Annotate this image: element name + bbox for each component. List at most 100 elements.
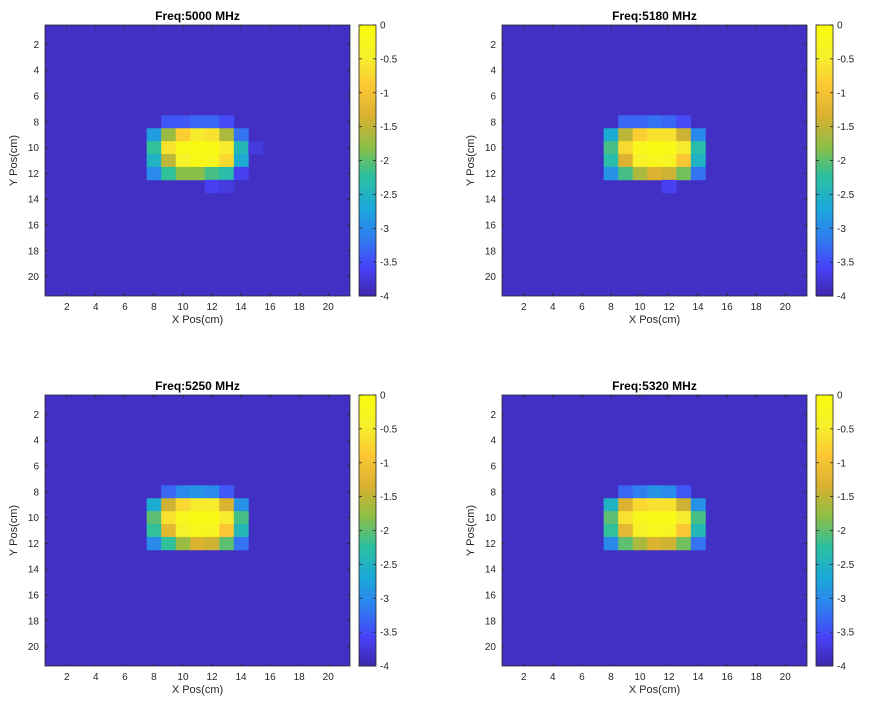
heatmap-cell — [233, 498, 249, 512]
x-tick-label: 10 — [177, 672, 189, 683]
colorbar-segment — [816, 29, 833, 33]
colorbar-segment — [359, 474, 376, 477]
colorbar-segment — [816, 58, 833, 62]
colorbar-segment — [816, 264, 833, 268]
heatmap-cell — [618, 485, 634, 499]
colorbar-segment — [359, 153, 376, 157]
colorbar-segment — [359, 92, 376, 96]
heatmap-cell — [146, 154, 162, 168]
colorbar-segment — [816, 189, 833, 193]
colorbar-tick-label: -3.5 — [837, 628, 855, 639]
colorbar-segment — [359, 415, 376, 419]
colorbar-segment — [359, 115, 376, 119]
colorbar-segment — [816, 284, 833, 288]
colorbar-segment — [816, 248, 833, 252]
colorbar-segment — [359, 97, 376, 101]
colorbar-segment — [359, 516, 376, 520]
colorbar-segment — [816, 38, 833, 42]
colorbar-segment — [816, 553, 833, 556]
colorbar-segment — [359, 101, 376, 105]
heatmap-cell — [632, 154, 648, 168]
colorbar-segment — [816, 410, 833, 414]
heatmap-cell — [647, 524, 663, 538]
colorbar-segment — [359, 595, 376, 599]
y-tick-label: 12 — [485, 539, 497, 550]
x-axis-label: X Pos(cm) — [172, 314, 223, 326]
colorbar-segment — [359, 155, 376, 159]
colorbar-segment — [359, 104, 376, 107]
colorbar-segment — [359, 575, 376, 579]
colorbar-segment — [816, 399, 833, 403]
colorbar-segment — [359, 219, 376, 222]
colorbar-segment — [816, 467, 833, 471]
colorbar-segment — [816, 115, 833, 119]
colorbar-segment — [816, 85, 833, 89]
colorbar-segment — [816, 239, 833, 243]
heatmap-cell — [190, 511, 206, 525]
colorbar-segment — [359, 455, 376, 459]
colorbar-segment — [359, 397, 376, 401]
colorbar-segment — [359, 286, 376, 290]
colorbar-segment — [816, 397, 833, 401]
heatmap-cell — [676, 166, 692, 181]
y-axis-label: Y Pos(cm) — [8, 135, 20, 186]
colorbar-segment — [359, 440, 376, 443]
colorbar-segment — [359, 410, 376, 414]
colorbar-segment — [816, 293, 833, 297]
colorbar-segment — [816, 659, 833, 662]
colorbar-segment — [359, 458, 376, 461]
colorbar-segment — [359, 591, 376, 595]
colorbar-segment — [359, 476, 376, 480]
colorbar-segment — [359, 56, 376, 60]
colorbar-segment — [816, 609, 833, 613]
colorbar-segment — [359, 49, 376, 53]
colorbar-segment — [816, 422, 833, 425]
colorbar-segment — [816, 652, 833, 656]
x-axis-label: X Pos(cm) — [629, 684, 680, 696]
colorbar-segment — [816, 408, 833, 412]
colorbar-segment — [359, 548, 376, 552]
colorbar-segment — [816, 67, 833, 71]
y-tick-label: 8 — [490, 117, 496, 128]
colorbar-segment — [359, 176, 376, 180]
colorbar-segment — [816, 444, 833, 448]
heatmap-cell — [647, 498, 663, 512]
colorbar-segment — [359, 404, 376, 407]
colorbar-segment — [359, 460, 376, 464]
colorbar-segment — [816, 133, 833, 137]
colorbar-segment — [359, 131, 376, 134]
colorbar-segment — [816, 498, 833, 502]
heatmap-cell — [603, 128, 619, 142]
heatmap-cell — [204, 524, 220, 538]
heatmap-cell — [161, 128, 177, 142]
heatmap-cell — [219, 115, 235, 129]
x-tick-label: 16 — [722, 302, 734, 313]
y-tick-label: 12 — [28, 169, 40, 180]
colorbar-segment — [816, 151, 833, 155]
chart-title: Freq:5320 MHz — [612, 379, 697, 393]
colorbar-segment — [816, 532, 833, 536]
heatmap-cell — [632, 141, 648, 155]
heatmap-cell — [204, 511, 220, 525]
colorbar-segment — [359, 230, 376, 234]
colorbar-segment — [359, 169, 376, 173]
colorbar-segment — [816, 476, 833, 480]
colorbar-segment — [816, 663, 833, 667]
heatmap-cell — [161, 485, 177, 499]
colorbar-segment — [359, 553, 376, 556]
y-tick-label: 14 — [485, 565, 497, 576]
colorbar-segment — [816, 546, 833, 550]
heatmap-cell — [603, 166, 619, 181]
colorbar-segment — [359, 72, 376, 76]
colorbar-segment — [359, 600, 376, 604]
heatmap-panel-4: Freq:5320 MHz 2 4 6 8 10 12 14 16 18 20 2 4 6 8 10 12 14 1… — [465, 379, 855, 696]
colorbar-segment — [816, 54, 833, 58]
colorbar-segment — [816, 455, 833, 459]
colorbar-segment — [816, 415, 833, 419]
heatmap-cell — [161, 166, 177, 181]
heatmap-cell — [618, 511, 634, 525]
heatmap-cell — [676, 498, 692, 512]
colorbar-tick-label: -4 — [837, 662, 846, 673]
colorbar-segment — [359, 629, 376, 633]
colorbar-segment — [816, 253, 833, 256]
